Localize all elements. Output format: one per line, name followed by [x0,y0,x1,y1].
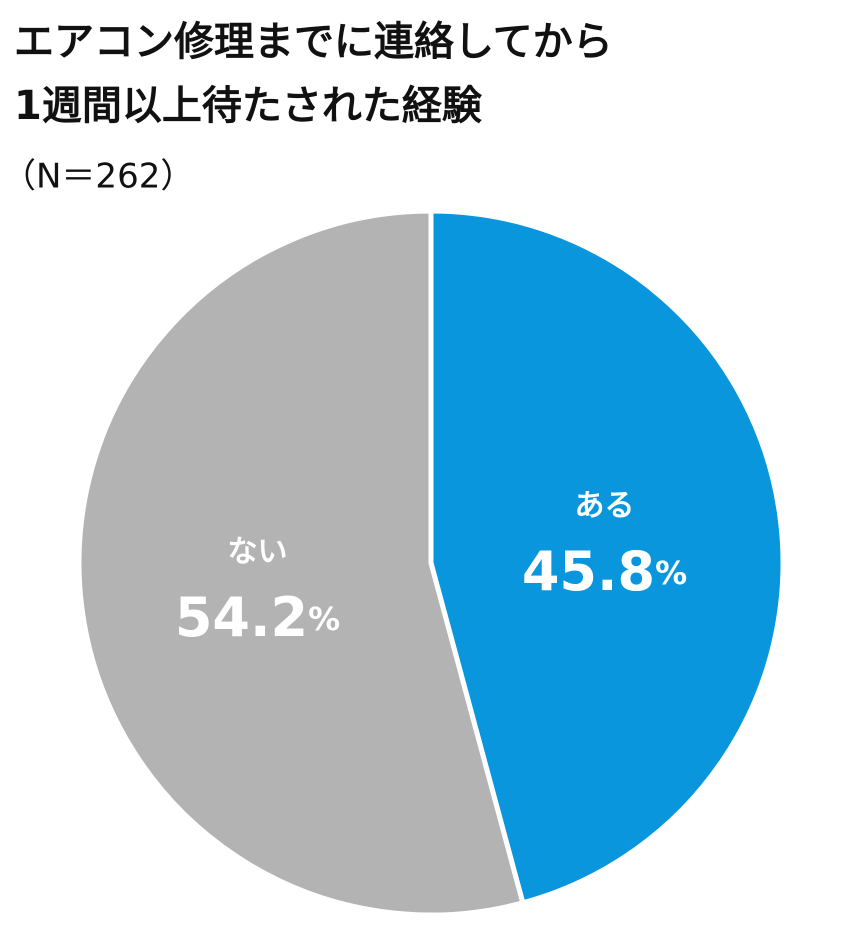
pie-slice [76,208,526,918]
pie-slice [428,208,786,906]
data-label: 54.2% [175,586,340,649]
chart-subtitle: （N＝262） [2,157,194,197]
chart-title: 1週間以上待たされた経験 [14,83,483,129]
slice-label: ない [228,535,288,570]
data-label: 45.8% [522,540,687,603]
slice-label: ある [574,488,634,523]
chart-title: エアコン修理までに連絡してから [14,19,613,65]
